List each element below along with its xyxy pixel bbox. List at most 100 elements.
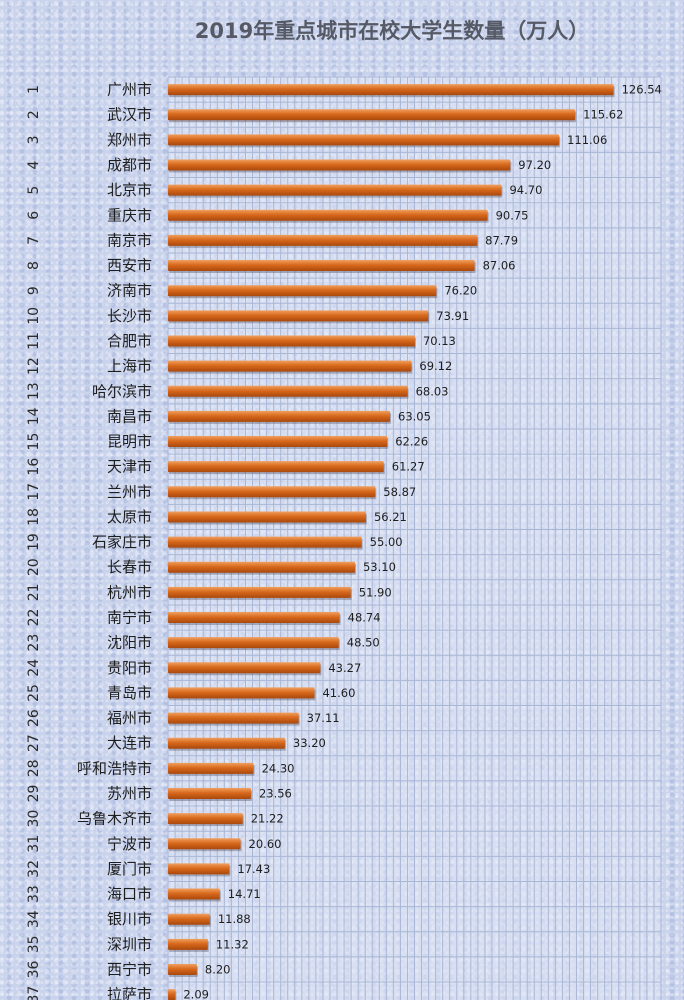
category-label: 呼和浩特市 [77, 759, 152, 777]
rank-label: 32 [26, 860, 42, 878]
rank-label: 23 [26, 634, 42, 652]
category-label: 海口市 [107, 885, 152, 903]
bar [168, 637, 339, 649]
data-label: 56.21 [374, 510, 407, 524]
data-label: 76.20 [444, 284, 477, 298]
category-label: 南宁市 [107, 609, 152, 627]
bar [168, 787, 251, 799]
rank-label: 36 [26, 960, 42, 978]
rank-label: 11 [26, 332, 42, 350]
category-label: 长春市 [107, 558, 152, 576]
bar [168, 511, 366, 523]
rank-label: 18 [26, 508, 42, 526]
rank-label: 5 [26, 186, 42, 195]
rank-label: 37 [26, 986, 42, 1000]
bar [168, 209, 488, 221]
rank-label: 25 [26, 684, 42, 702]
category-label: 福州市 [107, 709, 152, 727]
data-label: 33.20 [293, 736, 326, 750]
category-label: 哈尔滨市 [92, 382, 152, 400]
data-label: 61.27 [392, 460, 425, 474]
data-label: 23.56 [259, 786, 292, 800]
category-label: 苏州市 [107, 784, 152, 802]
bar [168, 888, 220, 900]
bar [168, 285, 437, 297]
rank-label: 21 [26, 583, 42, 601]
category-label: 昆明市 [107, 433, 152, 451]
chart-title: 2019年重点城市在校大学生数量（万人） [195, 19, 589, 43]
data-label: 48.50 [347, 636, 380, 650]
rank-label: 19 [26, 533, 42, 551]
category-label: 上海市 [107, 357, 152, 375]
rank-label: 22 [26, 609, 42, 627]
bar [168, 612, 340, 624]
data-label: 68.03 [416, 384, 449, 398]
category-label: 南昌市 [107, 407, 152, 425]
data-label: 63.05 [398, 409, 431, 423]
category-label: 乌鲁木齐市 [77, 810, 152, 828]
bar [168, 109, 576, 121]
bar [168, 360, 412, 372]
rank-label: 12 [26, 357, 42, 375]
data-label: 43.27 [328, 661, 361, 675]
data-label: 55.00 [370, 535, 403, 549]
rank-label: 15 [26, 433, 42, 451]
rank-label: 2 [26, 110, 42, 119]
data-label: 24.30 [262, 761, 295, 775]
bar [168, 913, 210, 925]
bar [168, 989, 176, 1000]
category-label: 合肥市 [107, 332, 152, 350]
bar [168, 712, 299, 724]
bar [168, 184, 502, 196]
data-label: 97.20 [518, 158, 551, 172]
data-label: 69.12 [419, 359, 452, 373]
data-label: 115.62 [583, 108, 623, 122]
category-label: 郑州市 [107, 131, 152, 149]
data-label: 17.43 [237, 862, 270, 876]
rank-label: 14 [26, 407, 42, 425]
bar [168, 561, 355, 573]
bar [168, 536, 362, 548]
bar [168, 863, 230, 875]
category-label: 兰州市 [107, 483, 152, 501]
category-label: 西宁市 [107, 960, 152, 978]
rank-label: 4 [26, 160, 42, 169]
category-label: 太原市 [107, 508, 152, 526]
data-label: 126.54 [622, 83, 662, 97]
bar [168, 260, 475, 272]
bars [168, 84, 615, 1000]
bar [168, 461, 384, 473]
rank-label: 27 [26, 734, 42, 752]
category-label: 厦门市 [107, 860, 152, 878]
data-label: 70.13 [423, 334, 456, 348]
bar [168, 737, 285, 749]
bar [168, 335, 415, 347]
data-label: 87.06 [483, 259, 516, 273]
category-label: 大连市 [107, 734, 152, 752]
bar [168, 486, 376, 498]
bar [168, 813, 243, 825]
rank-label: 10 [26, 307, 42, 325]
data-label: 11.32 [216, 937, 249, 951]
data-label: 87.79 [485, 233, 518, 247]
bar [168, 687, 315, 699]
rank-label: 34 [26, 910, 42, 928]
data-label: 20.60 [249, 837, 282, 851]
rank-label: 24 [26, 659, 42, 677]
data-label: 14.71 [228, 887, 261, 901]
category-label: 杭州市 [107, 583, 152, 601]
data-label: 21.22 [251, 812, 284, 826]
bar [168, 310, 429, 322]
rank-label: 33 [26, 885, 42, 903]
rank-label: 8 [26, 261, 42, 270]
bar [168, 134, 560, 146]
category-label: 宁波市 [107, 835, 152, 853]
rank-label: 6 [26, 211, 42, 220]
bar [168, 159, 511, 171]
data-label: 37.11 [307, 711, 340, 725]
rank-label: 31 [26, 835, 42, 853]
data-label: 90.75 [496, 208, 529, 222]
bar [168, 436, 388, 448]
rank-label: 26 [26, 709, 42, 727]
category-label: 石家庄市 [92, 533, 152, 551]
